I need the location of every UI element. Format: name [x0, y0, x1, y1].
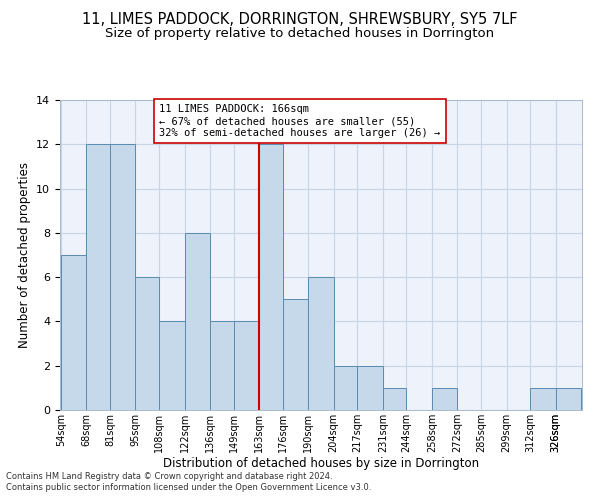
Bar [159, 322, 185, 410]
Bar [136, 277, 159, 410]
Bar [556, 388, 581, 410]
Bar [383, 388, 406, 410]
Text: Contains public sector information licensed under the Open Government Licence v3: Contains public sector information licen… [6, 484, 371, 492]
Text: 11, LIMES PADDOCK, DORRINGTON, SHREWSBURY, SY5 7LF: 11, LIMES PADDOCK, DORRINGTON, SHREWSBUR… [82, 12, 518, 28]
Text: Contains HM Land Registry data © Crown copyright and database right 2024.: Contains HM Land Registry data © Crown c… [6, 472, 332, 481]
Bar [530, 388, 556, 410]
Bar [110, 144, 136, 410]
Bar [86, 144, 110, 410]
Bar [233, 322, 259, 410]
Bar [185, 233, 210, 410]
Bar [432, 388, 457, 410]
Bar [334, 366, 358, 410]
Bar [61, 255, 86, 410]
Text: 11 LIMES PADDOCK: 166sqm
← 67% of detached houses are smaller (55)
32% of semi-d: 11 LIMES PADDOCK: 166sqm ← 67% of detach… [159, 104, 440, 138]
Bar [210, 322, 233, 410]
Text: Distribution of detached houses by size in Dorrington: Distribution of detached houses by size … [163, 458, 479, 470]
Bar [259, 144, 283, 410]
Y-axis label: Number of detached properties: Number of detached properties [17, 162, 31, 348]
Bar [308, 277, 334, 410]
Bar [358, 366, 383, 410]
Bar [283, 300, 308, 410]
Text: Size of property relative to detached houses in Dorrington: Size of property relative to detached ho… [106, 28, 494, 40]
